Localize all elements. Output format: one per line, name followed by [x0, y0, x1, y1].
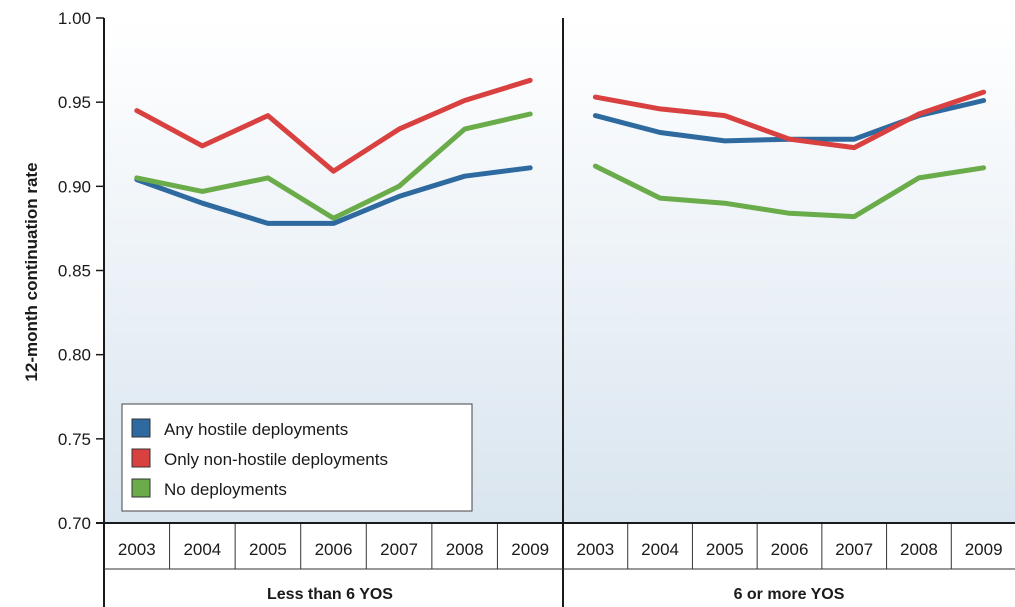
x-tick-label: 2005: [706, 540, 744, 559]
y-tick-label: 0.95: [58, 93, 91, 112]
series-line-only-non-hostile-deployments-panel-1: [134, 77, 533, 174]
x-tick-label: 2003: [118, 540, 156, 559]
x-tick-label: 2004: [183, 540, 221, 559]
y-tick-label: 0.75: [58, 430, 91, 449]
series-line-no-deployments-panel-2: [592, 163, 987, 220]
y-tick-label: 0.80: [58, 346, 91, 365]
x-tick-label: 2007: [835, 540, 873, 559]
x-tick-label: 2009: [965, 540, 1003, 559]
legend-label-any-hostile: Any hostile deployments: [164, 420, 348, 439]
x-tick-label: 2008: [446, 540, 484, 559]
x-tick-label: 2003: [576, 540, 614, 559]
x-tick-label: 2008: [900, 540, 938, 559]
x-tick-label: 2006: [315, 540, 353, 559]
legend-swatch-only-non-hostile: [131, 448, 151, 468]
series-line-any-hostile-deployments-panel-1: [134, 165, 533, 226]
panel-label-less-than-6-yos: Less than 6 YOS: [267, 586, 393, 603]
x-tick-label: 2004: [641, 540, 679, 559]
y-tick-label: 0.70: [58, 514, 91, 533]
y-tick-label: 0.90: [58, 177, 91, 196]
panel-label-6-or-more-yos: 6 or more YOS: [734, 586, 845, 603]
legend: Any hostile deployments Only non-hostile…: [121, 403, 473, 512]
legend-label-only-non-hostile: Only non-hostile deployments: [164, 450, 388, 469]
y-axis-label: 12-month continuation rate: [22, 162, 41, 381]
y-tick-label: 0.85: [58, 262, 91, 281]
x-tick-label: 2009: [511, 540, 549, 559]
y-tick-label: 1.00: [58, 9, 91, 28]
legend-swatch-no-deployments: [131, 478, 151, 498]
series-line-no-deployments-panel-1: [134, 111, 533, 221]
legend-label-no-deployments: No deployments: [164, 480, 287, 499]
x-tick-label: 2006: [771, 540, 809, 559]
x-tick-label: 2007: [380, 540, 418, 559]
legend-box: [121, 403, 473, 512]
x-tick-label: 2005: [249, 540, 287, 559]
legend-swatch-any-hostile: [131, 418, 151, 438]
series-line-only-non-hostile-deployments-panel-2: [592, 89, 987, 151]
